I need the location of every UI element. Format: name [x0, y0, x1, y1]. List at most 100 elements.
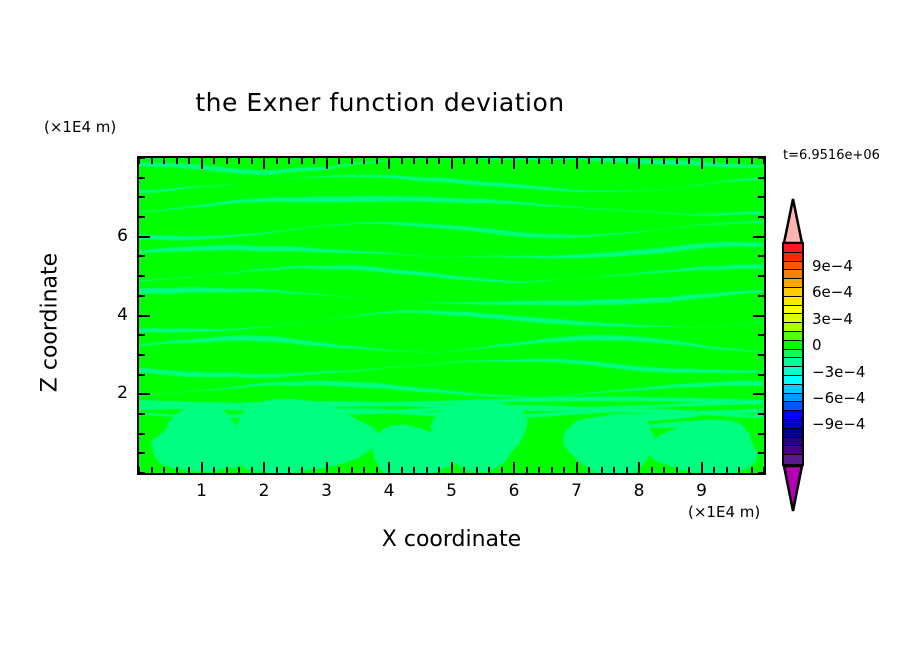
colorbar-band: [784, 358, 802, 368]
x-axis-tick: [713, 467, 715, 473]
y-axis-tick: [139, 294, 145, 297]
x-axis-tick-top: [338, 158, 340, 164]
colorbar-band: [784, 296, 802, 306]
x-axis-tick-top: [150, 158, 153, 164]
colorbar-band: [784, 323, 802, 332]
colorbar-band: [784, 393, 802, 403]
colorbar-band: [784, 375, 802, 385]
x-axis-tick: [200, 462, 203, 473]
y-axis-tick-label: 2: [117, 383, 128, 404]
x-axis-tick-label: 7: [571, 481, 582, 501]
x-axis-tick: [613, 467, 615, 473]
x-axis-tick: [725, 467, 728, 473]
x-axis-tick-top: [263, 158, 265, 169]
x-axis-tick: [425, 467, 428, 473]
colorbar[interactable]: [782, 198, 804, 512]
colorbar-band: [784, 384, 802, 394]
y-axis-tick: [139, 275, 145, 278]
x-axis-tick: [450, 462, 453, 473]
x-axis-tick: [338, 467, 340, 473]
y-axis-tick: [139, 472, 145, 473]
x-axis-tick-top: [388, 158, 390, 169]
x-axis-tick-top: [163, 158, 165, 164]
x-axis-tick-top: [700, 158, 703, 169]
x-axis-tick: [700, 462, 703, 473]
y-axis-tick: [139, 235, 150, 238]
y-axis-tick: [139, 176, 145, 179]
colorbar-tick-label: 0: [812, 336, 822, 355]
x-axis-tick: [688, 467, 690, 473]
x-axis-tick-top: [625, 158, 628, 164]
x-axis-tick: [250, 467, 253, 473]
x-axis-tick-top: [438, 158, 440, 164]
x-axis-tick-top: [688, 158, 690, 164]
colorbar-band: [784, 340, 802, 350]
x-axis-tick-top: [600, 158, 603, 164]
y-axis-title: Z coordinate: [37, 252, 63, 393]
x-axis-tick-top: [238, 158, 240, 164]
colorbar-under-arrow: [782, 464, 804, 512]
x-axis-tick-top: [613, 158, 615, 164]
x-axis-tick-top: [400, 158, 403, 164]
y-axis-tick-right: [753, 314, 764, 317]
x-axis-tick-top: [375, 158, 378, 164]
x-axis-tick: [763, 467, 764, 473]
x-axis-tick: [638, 462, 640, 473]
y-axis-tick: [139, 196, 145, 199]
x-axis-tick-top: [363, 158, 365, 164]
colorbar-band: [784, 244, 802, 253]
x-axis-tick: [500, 467, 503, 473]
x-axis-tick: [663, 467, 665, 473]
y-axis-tick: [139, 393, 150, 396]
x-axis-tick-top: [225, 158, 228, 164]
colorbar-band: [784, 437, 802, 447]
x-axis-tick-top: [350, 158, 353, 164]
colorbar-band: [784, 446, 802, 456]
x-axis-tick: [163, 467, 165, 473]
x-axis-tick: [238, 467, 240, 473]
y-axis-tick-right: [753, 393, 764, 396]
x-axis-tick: [625, 467, 628, 473]
x-axis-tick-top: [250, 158, 253, 164]
x-axis-tick-label: 9: [696, 481, 707, 501]
y-axis-tick-right: [758, 196, 764, 199]
colorbar-band: [784, 252, 802, 262]
x-axis-tick-top: [513, 158, 515, 169]
x-axis-tick-top: [763, 158, 764, 164]
x-axis-tick-top: [638, 158, 640, 169]
x-axis-tick-top: [550, 158, 553, 164]
colorbar-band: [784, 349, 802, 359]
x-axis-tick-top: [200, 158, 203, 169]
x-axis-tick: [550, 467, 553, 473]
x-axis-tick-top: [538, 158, 540, 164]
x-axis-tick: [150, 467, 153, 473]
x-axis-tick: [263, 462, 265, 473]
colorbar-band: [784, 305, 802, 315]
y-axis-tick-label: 6: [117, 225, 128, 246]
colorbar-band: [784, 279, 802, 288]
x-axis-tick-top: [175, 158, 178, 164]
x-axis-tick: [188, 467, 190, 473]
y-axis-tick: [139, 373, 145, 376]
x-axis-tick: [438, 467, 440, 473]
colorbar-band: [784, 314, 802, 324]
contour-field-canvas: [139, 158, 764, 473]
x-axis-tick: [300, 467, 303, 473]
x-axis-tick: [488, 467, 490, 473]
x-axis-tick-top: [563, 158, 565, 164]
x-axis-unit-label: (×1E4 m): [688, 503, 761, 521]
y-axis-tick: [139, 452, 145, 455]
x-axis-tick-top: [750, 158, 753, 164]
y-axis-tick-right: [758, 412, 764, 415]
colorbar-over-arrow: [782, 198, 804, 244]
x-axis-tick-top: [725, 158, 728, 164]
y-axis-tick: [139, 353, 145, 356]
x-axis-tick: [225, 467, 228, 473]
y-axis-tick: [139, 412, 145, 415]
contour-plot-area[interactable]: [137, 156, 766, 475]
colorbar-band: [784, 428, 802, 438]
colorbar-band: [784, 331, 802, 341]
x-axis-tick-top: [650, 158, 653, 164]
colorbar-tick-label: −3e−4: [812, 362, 866, 381]
colorbar-band: [784, 455, 802, 464]
